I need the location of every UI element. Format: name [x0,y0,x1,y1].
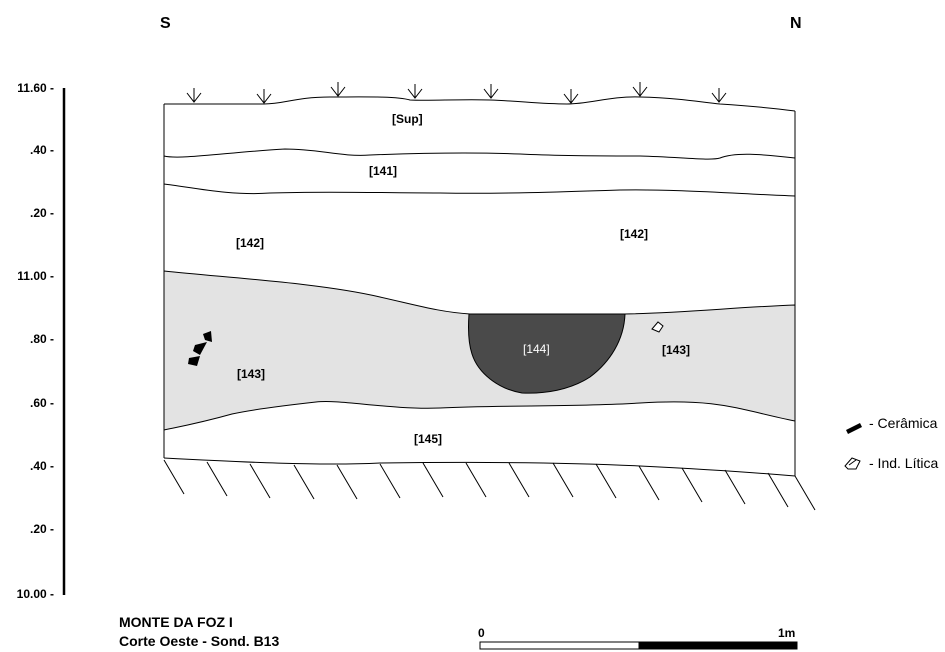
section-outline [163,96,796,477]
unit-label-143: [143] [237,367,265,381]
unit-label-145: [145] [414,432,442,446]
ceramic-find [188,331,212,366]
orientation-north: N [790,15,802,32]
lithic-find [651,321,664,333]
scale-end-label: 1m [778,626,795,640]
unit-label-sup: [Sup] [392,112,423,126]
scale-bar-white [479,641,640,650]
unit-label-143: [143] [662,343,690,357]
elevation-tick-label: .60 - [30,396,54,410]
elevation-tick-label: 11.60 - [17,81,54,95]
unit-label-142: [142] [620,227,648,241]
section-subtitle: Corte Oeste - Sond. B13 [119,633,279,649]
elevation-tick-label: .20 - [30,522,54,536]
legend-ceramica: - Cerâmica [869,415,938,431]
ceramic-legend-icon [846,423,862,434]
scale-bar: 0 1m [478,626,798,650]
scale-start-label: 0 [478,626,485,640]
feature-144 [467,313,626,394]
scale-bar-black [638,641,798,650]
lithic-legend-icon [844,457,861,470]
elevation-tick-label: .40 - [30,143,54,157]
site-title: MONTE DA FOZ I [119,614,233,630]
elevation-tick-label: .20 - [30,206,54,220]
orientation-south: S [160,15,171,32]
elevation-tick-label: 10.00 - [17,587,54,601]
legend: - Cerâmica - Ind. Lítica [844,415,938,471]
elevation-tick-label: .40 - [30,459,54,473]
unit-label-141: [141] [369,164,397,178]
unit-label-144: [144] [523,342,550,356]
surface-markers [186,82,727,104]
elevation-scale: 11.60 - .40 - .20 - 11.00 - .80 - .60 - … [17,81,66,601]
elevation-tick-label: 11.00 - [17,269,54,283]
unit-label-142: [142] [236,236,264,250]
legend-litica: - Ind. Lítica [869,455,938,471]
base-hatching [163,459,816,511]
elevation-tick-label: .80 - [30,332,54,346]
